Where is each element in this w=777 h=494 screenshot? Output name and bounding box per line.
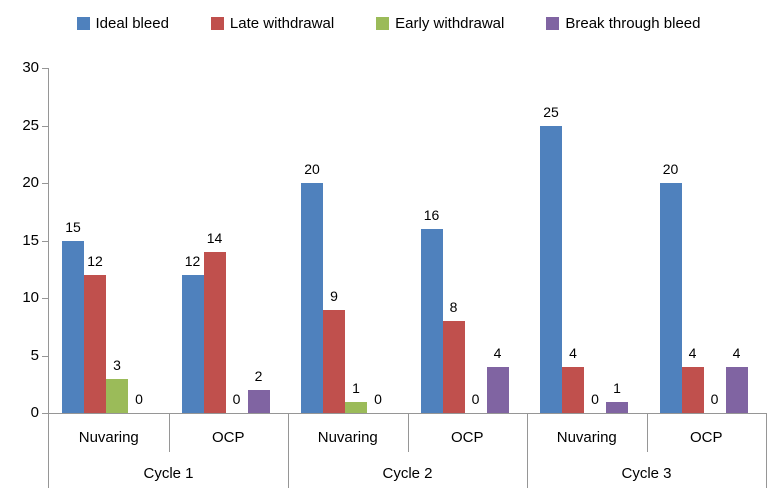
y-axis-tick bbox=[42, 240, 48, 242]
y-tick-label: 15 bbox=[22, 231, 39, 249]
legend-swatch-late-withdrawal bbox=[210, 16, 224, 30]
subgroup-separator bbox=[407, 413, 409, 452]
cycle-separator bbox=[527, 413, 528, 488]
legend-label-break-through-bleed: Break through bleed bbox=[565, 14, 701, 32]
category-label-nuvaring: Nuvaring bbox=[78, 429, 139, 446]
bar-value-label: 20 bbox=[662, 161, 679, 177]
category-label-ocp: OCP bbox=[689, 429, 723, 446]
subgroup-separator bbox=[168, 413, 170, 452]
bar-value-label: 12 bbox=[87, 253, 103, 269]
y-axis-tick bbox=[42, 355, 48, 357]
y-tick-label: 30 bbox=[22, 59, 39, 76]
chart-legend: Ideal bleed Late withdrawal Early withdr… bbox=[0, 10, 777, 36]
bar-value-label: 0 bbox=[591, 391, 599, 407]
bar-value-label: 14 bbox=[206, 230, 223, 246]
bar-cycle2-ocp-late-withdrawal bbox=[442, 321, 465, 413]
y-axis-line bbox=[48, 68, 49, 488]
bar-cycle1-ocp-late-withdrawal bbox=[203, 252, 226, 413]
cycle-separator bbox=[288, 413, 289, 488]
bar-value-label: 0 bbox=[374, 391, 382, 407]
bar-value-label: 3 bbox=[113, 356, 121, 373]
bar-cycle1-nuvaring-late-withdrawal bbox=[84, 275, 106, 413]
bar-value-label: 16 bbox=[423, 207, 440, 223]
bar-value-label: 12 bbox=[184, 253, 201, 269]
bar-value-label: 9 bbox=[330, 287, 338, 304]
y-axis-tick bbox=[42, 413, 48, 414]
legend-label-late-withdrawal: Late withdrawal bbox=[229, 14, 335, 32]
bar-cycle2-nuvaring-ideal-bleed bbox=[301, 183, 323, 413]
y-tick-label: 20 bbox=[22, 174, 39, 191]
y-tick-label: 10 bbox=[22, 289, 39, 306]
bar-cycle3-nuvaring-late-withdrawal bbox=[562, 367, 584, 413]
bar-cycle1-nuvaring-ideal-bleed bbox=[62, 240, 84, 413]
bar-cycle2-nuvaring-early-withdrawal bbox=[345, 401, 367, 413]
legend-swatch-break-through-bleed bbox=[546, 16, 560, 30]
cycle-label-1: Cycle 1 bbox=[143, 465, 194, 482]
bar-value-label: 20 bbox=[304, 161, 320, 177]
bar-cycle3-ocp-ideal-bleed bbox=[659, 183, 682, 413]
bar-value-label: 0 bbox=[232, 391, 241, 407]
category-label-nuvaring: Nuvaring bbox=[556, 429, 617, 446]
bar-cycle3-ocp-break-through-bleed bbox=[725, 367, 748, 413]
bar-value-label: 0 bbox=[135, 391, 143, 407]
bar-cycle3-ocp-late-withdrawal bbox=[681, 367, 704, 413]
bar-value-label: 2 bbox=[254, 368, 263, 384]
subgroup-separator bbox=[646, 413, 648, 452]
category-label-ocp: OCP bbox=[450, 429, 484, 446]
y-axis-tick bbox=[42, 298, 48, 299]
bar-value-label: 1 bbox=[352, 379, 360, 396]
bar-cycle3-nuvaring-ideal-bleed bbox=[540, 125, 562, 413]
legend-label-ideal-bleed: Ideal bleed bbox=[95, 14, 169, 32]
legend-swatch-ideal-bleed bbox=[76, 16, 90, 30]
legend-label-early-withdrawal: Early withdrawal bbox=[395, 14, 505, 32]
legend-item-early-withdrawal: Early withdrawal bbox=[376, 16, 504, 31]
y-axis-tick bbox=[42, 183, 48, 184]
bar-cycle1-nuvaring-early-withdrawal bbox=[106, 378, 128, 413]
bar-value-label: 4 bbox=[493, 345, 502, 361]
cycle-label-2: Cycle 2 bbox=[382, 465, 433, 482]
bar-value-label: 25 bbox=[543, 103, 559, 120]
bar-cycle1-ocp-ideal-bleed bbox=[181, 275, 204, 413]
bar-value-label: 4 bbox=[732, 345, 741, 361]
y-axis-tick bbox=[42, 68, 48, 69]
y-tick-label: 25 bbox=[22, 116, 39, 134]
bar-value-label: 4 bbox=[569, 345, 577, 361]
legend-swatch-early-withdrawal bbox=[376, 16, 390, 30]
bar-cycle2-nuvaring-late-withdrawal bbox=[323, 309, 345, 413]
legend-item-break-through-bleed: Break through bleed bbox=[546, 16, 700, 31]
y-axis-tick bbox=[42, 125, 48, 127]
cycle-separator bbox=[766, 413, 767, 488]
legend-item-late-withdrawal: Late withdrawal bbox=[210, 14, 335, 32]
bar-cycle1-ocp-break-through-bleed bbox=[247, 390, 270, 413]
bar-value-label: 8 bbox=[449, 299, 458, 315]
y-tick-label: 0 bbox=[30, 404, 39, 421]
bar-value-label: 4 bbox=[688, 345, 697, 361]
bar-value-label: 0 bbox=[710, 391, 719, 407]
bar-cycle3-nuvaring-break-through-bleed bbox=[606, 401, 628, 413]
category-label-ocp: OCP bbox=[211, 429, 245, 446]
bar-value-label: 0 bbox=[471, 391, 480, 407]
bar-value-label: 15 bbox=[65, 218, 81, 235]
bar-cycle2-ocp-ideal-bleed bbox=[420, 229, 443, 413]
bar-value-label: 1 bbox=[613, 379, 621, 396]
bar-cycle2-ocp-break-through-bleed bbox=[486, 367, 509, 413]
legend-item-ideal-bleed: Ideal bleed bbox=[76, 14, 169, 32]
y-tick-label: 5 bbox=[30, 346, 39, 364]
cycle-label-3: Cycle 3 bbox=[621, 465, 672, 482]
category-label-nuvaring: Nuvaring bbox=[317, 429, 378, 446]
